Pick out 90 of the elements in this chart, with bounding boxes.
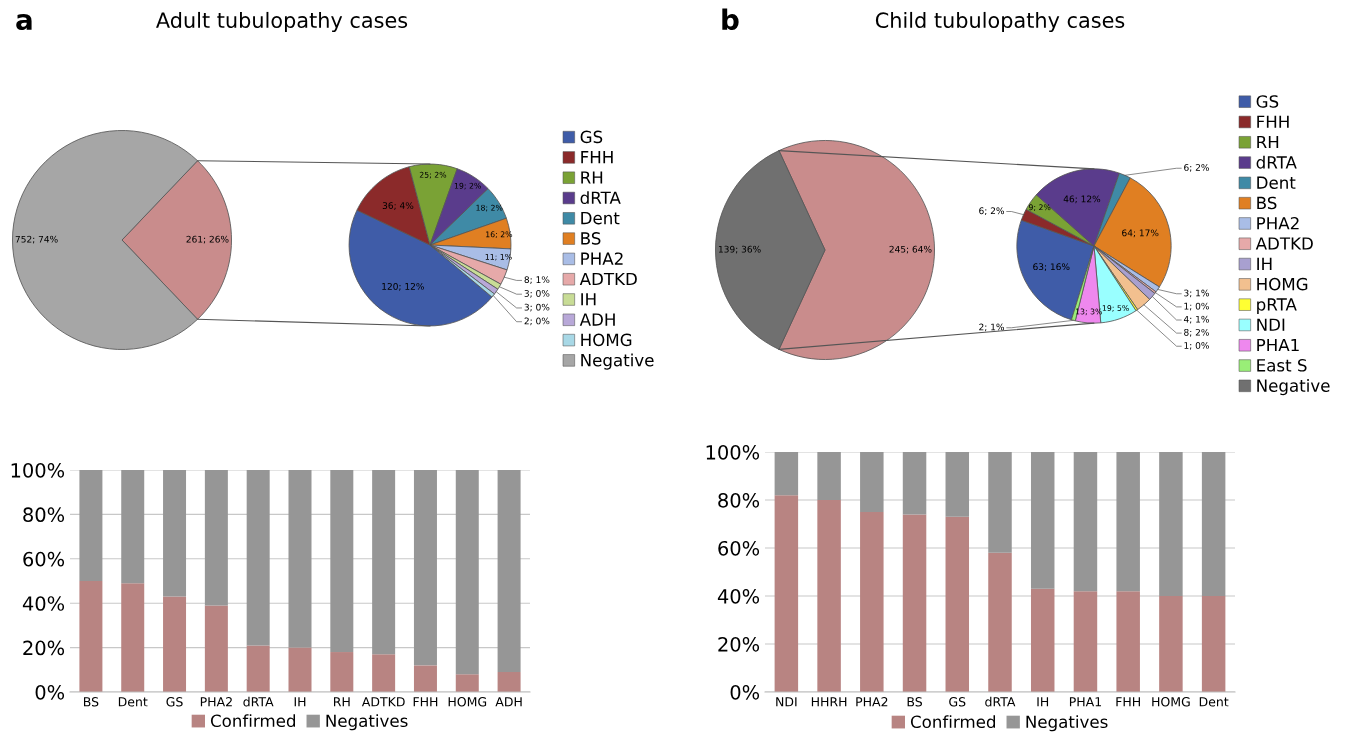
- chart-title: Child tubulopathy cases: [875, 11, 1125, 33]
- legend-label: RH: [1257, 135, 1279, 149]
- legend-label: RH: [581, 171, 603, 184]
- x-tick-label: PHA2: [200, 697, 232, 707]
- x-tick-label: HHRH: [811, 697, 847, 707]
- legend-label: GS: [580, 130, 603, 144]
- legend-label: GS: [1256, 95, 1279, 108]
- legend-label: PHA1: [1257, 338, 1299, 352]
- x-tick-label: NDI: [776, 697, 797, 707]
- legend-label: Dent: [1257, 176, 1296, 189]
- x-tick-label: HOMG: [448, 697, 487, 707]
- data-label: 2; 0%: [524, 317, 550, 326]
- y-tick-label: 0%: [730, 684, 760, 700]
- x-tick-label: PHA2: [856, 697, 888, 707]
- data-label: 245; 64%: [889, 245, 932, 254]
- legend-label: Negatives: [1026, 715, 1108, 732]
- legend-label: dRTA: [580, 191, 621, 205]
- legend-label: Dent: [581, 212, 620, 225]
- x-tick-label: dRTA: [243, 696, 274, 707]
- x-tick-label: Dent: [1199, 697, 1229, 707]
- legend-label: IH: [581, 293, 596, 306]
- x-tick-label: Dent: [118, 697, 148, 707]
- legend-label: FHH: [581, 151, 613, 164]
- y-tick-label: 100%: [706, 444, 760, 460]
- y-tick-label: 0%: [35, 684, 65, 700]
- x-tick-label: IH: [1037, 697, 1049, 707]
- data-label: 6; 2%: [979, 207, 1005, 216]
- legend-label: HOMG: [581, 333, 632, 347]
- x-tick-label: RH: [334, 697, 350, 707]
- chart-title: Adult tubulopathy cases: [156, 11, 408, 33]
- data-label: 36; 4%: [382, 202, 414, 210]
- y-tick-label: 80%: [718, 492, 760, 508]
- x-tick-label: GS: [949, 697, 966, 707]
- x-tick-label: IH: [294, 697, 306, 707]
- data-label: 120; 12%: [382, 283, 424, 291]
- data-label: 46; 12%: [1063, 195, 1101, 204]
- x-tick-label: dRTA: [985, 696, 1016, 707]
- y-tick-label: 40%: [22, 596, 65, 611]
- x-tick-label: GS: [166, 697, 183, 707]
- legend-label: BS: [581, 232, 601, 245]
- legend-label: NDI: [1257, 318, 1285, 331]
- data-label: 1; 0%: [1184, 302, 1209, 311]
- data-label: 8; 1%: [524, 276, 550, 284]
- data-label: 63; 16%: [1033, 263, 1070, 272]
- x-tick-label: ADH: [495, 697, 522, 707]
- data-label: 752; 74%: [15, 235, 58, 244]
- legend-label: Negative: [1257, 379, 1330, 396]
- legend-label: FHH: [1257, 115, 1289, 128]
- y-tick-label: 100%: [11, 462, 65, 478]
- legend-label: Negative: [581, 353, 654, 370]
- x-tick-label: BS: [83, 697, 99, 707]
- legend-label: pRTA: [1257, 298, 1297, 314]
- x-tick-label: FHH: [1116, 697, 1140, 707]
- y-tick-label: 20%: [23, 640, 65, 656]
- data-label: 8; 2%: [1184, 328, 1209, 337]
- x-tick-label: HOMG: [1152, 697, 1190, 707]
- data-label: 139; 36%: [718, 245, 761, 254]
- text: b: [722, 8, 739, 31]
- text: a: [16, 14, 32, 31]
- data-label: 3; 1%: [1184, 289, 1209, 298]
- y-tick-label: 60%: [23, 551, 65, 567]
- x-tick-label: ADTKD: [361, 697, 405, 707]
- data-label: 3; 0%: [524, 303, 550, 312]
- legend-label: ADTKD: [579, 272, 637, 286]
- y-tick-label: 40%: [717, 588, 760, 604]
- legend-label: dRTA: [1256, 155, 1297, 169]
- x-tick-label: FHH: [413, 697, 438, 707]
- legend-label: PHA2: [1257, 216, 1299, 230]
- data-label: 261; 26%: [186, 235, 229, 244]
- data-label: 6; 2%: [1184, 164, 1209, 172]
- legend-label: East S: [1257, 359, 1307, 372]
- legend-label: ADTKD: [1255, 237, 1313, 250]
- legend-label: IH: [1257, 257, 1272, 270]
- data-label: 64; 17%: [1122, 229, 1159, 238]
- data-label: 3; 0%: [524, 289, 550, 298]
- legend-label: BS: [1257, 196, 1277, 210]
- y-tick-label: 80%: [23, 507, 65, 523]
- y-tick-label: 20%: [718, 636, 760, 652]
- x-tick-label: PHA1: [1069, 697, 1102, 707]
- legend-label: PHA2: [581, 252, 623, 265]
- legend-label: Confirmed: [910, 715, 996, 729]
- data-label: 4; 1%: [1183, 315, 1209, 324]
- data-label: 1; 0%: [1184, 342, 1209, 350]
- x-tick-label: BS: [907, 697, 922, 707]
- legend-label: HOMG: [1257, 277, 1308, 291]
- legend-label: Confirmed: [210, 714, 296, 728]
- y-tick-label: 60%: [718, 540, 760, 556]
- data-label: 2; 1%: [979, 323, 1005, 332]
- legend-label: Negatives: [326, 714, 408, 731]
- legend-label: ADH: [579, 313, 615, 326]
